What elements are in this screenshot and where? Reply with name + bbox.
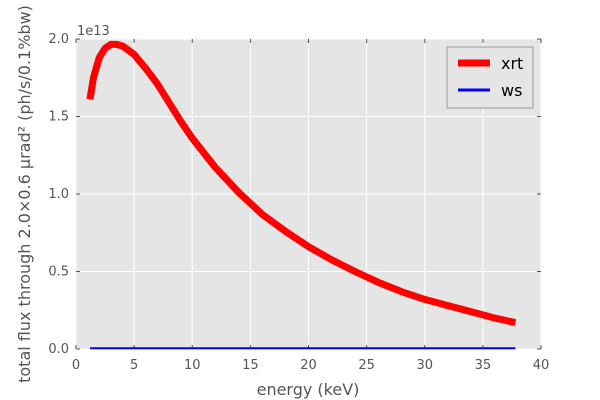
x-tick-label: 30: [416, 358, 433, 373]
series-line-xrt: [86, 40, 517, 327]
legend-label-xrt: xrt: [501, 54, 523, 73]
ticks: [75, 38, 542, 350]
y-tick-label: 0.5: [48, 265, 69, 280]
y-tick-label: 1.0: [48, 187, 69, 202]
x-tick-label: 10: [184, 358, 201, 373]
x-tick-label: 20: [300, 358, 317, 373]
x-tick-label: 40: [533, 358, 550, 373]
legend-box: [446, 46, 534, 109]
x-tick-label: 15: [242, 358, 259, 373]
legend-label-ws: ws: [501, 81, 522, 100]
x-axis-label: energy (keV): [257, 380, 360, 399]
y-tick-label: 0.0: [48, 342, 69, 357]
series-lines: [86, 40, 517, 350]
x-tick-label: 0: [72, 358, 80, 373]
x-tick-label: 5: [130, 358, 138, 373]
y-tick-label: 2.0: [48, 32, 69, 47]
y-offset-label: 1e13: [77, 24, 110, 39]
y-axis-label: total flux through 2.0×0.6 µrad² (ph/s/0…: [15, 5, 34, 383]
tick-labels: 0 5 10 15 20 25 30 35 40 0.0 0.5 1.0 1.5 2.0: [48, 32, 549, 373]
x-tick-label: 35: [475, 358, 492, 373]
x-tick-label: 25: [358, 358, 375, 373]
legend: xrt ws: [446, 46, 534, 109]
y-tick-label: 1.5: [48, 110, 69, 125]
